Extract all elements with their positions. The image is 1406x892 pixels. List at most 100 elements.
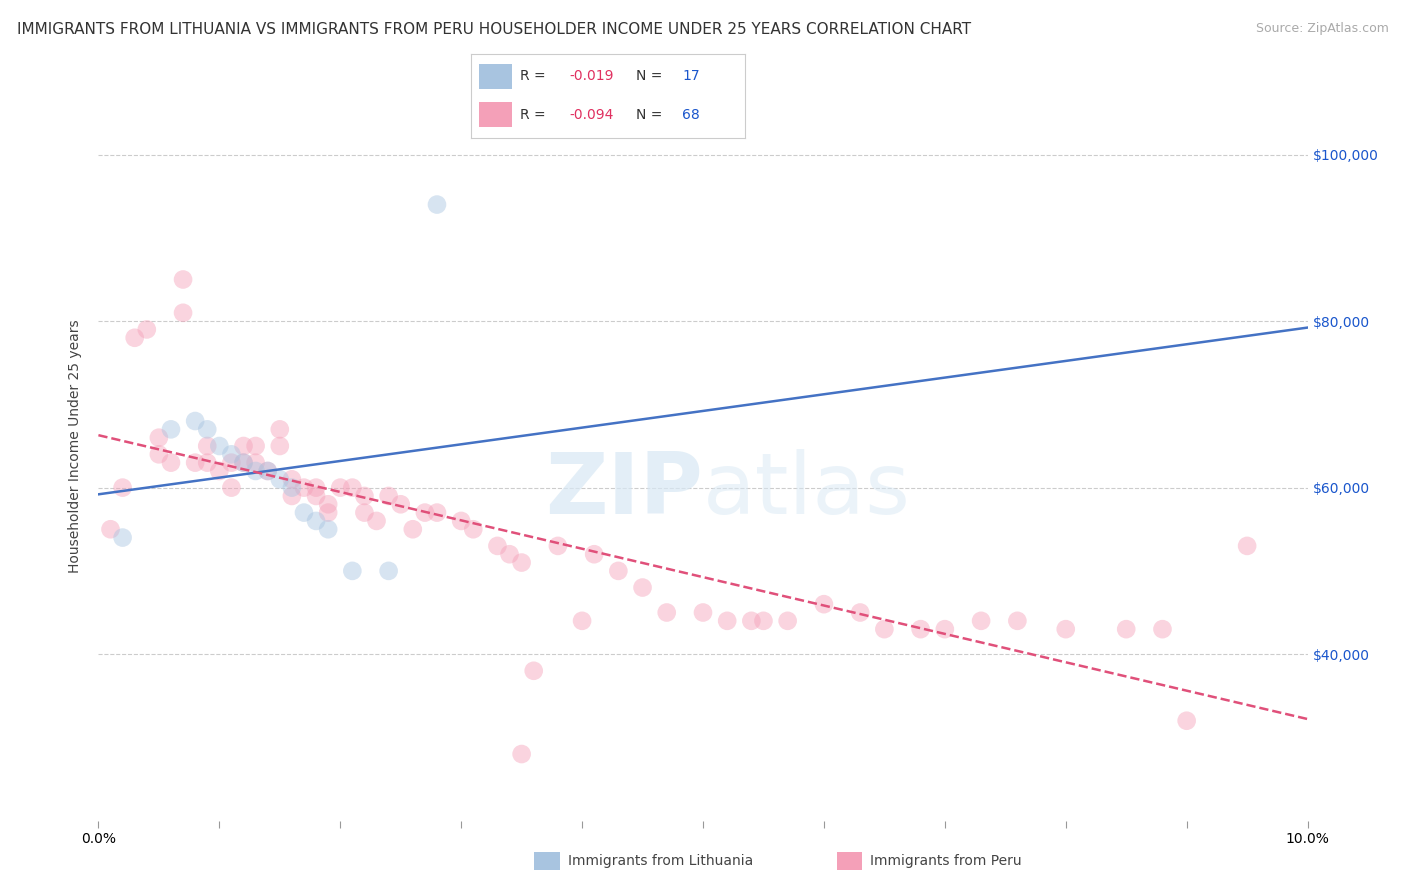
Point <box>316 522 339 536</box>
Point <box>269 472 291 486</box>
Point <box>426 506 449 520</box>
Point <box>1236 539 1258 553</box>
Point <box>195 456 218 470</box>
Point <box>1054 622 1077 636</box>
Point <box>281 489 304 503</box>
Text: 68: 68 <box>682 108 700 121</box>
Point <box>208 439 231 453</box>
Text: N =: N = <box>636 70 666 83</box>
Point <box>583 547 606 561</box>
Text: IMMIGRANTS FROM LITHUANIA VS IMMIGRANTS FROM PERU HOUSEHOLDER INCOME UNDER 25 YE: IMMIGRANTS FROM LITHUANIA VS IMMIGRANTS … <box>17 22 972 37</box>
Point <box>692 606 714 620</box>
Point <box>934 622 956 636</box>
Point <box>498 547 520 561</box>
Point <box>873 622 896 636</box>
Point <box>910 622 932 636</box>
Point <box>245 439 267 453</box>
Point <box>195 439 218 453</box>
Point <box>292 481 315 495</box>
Point <box>111 531 134 545</box>
Point <box>232 439 254 453</box>
Bar <box>479 63 512 89</box>
Point <box>716 614 738 628</box>
Point <box>256 464 278 478</box>
Text: 17: 17 <box>682 70 700 83</box>
Point <box>160 422 183 436</box>
Point <box>366 514 388 528</box>
Point <box>426 197 449 211</box>
Point <box>172 306 194 320</box>
Point <box>353 506 375 520</box>
Bar <box>479 102 512 128</box>
Point <box>752 614 775 628</box>
Point <box>100 522 122 536</box>
Point <box>221 481 243 495</box>
Point <box>486 539 509 553</box>
Point <box>510 747 533 761</box>
Point <box>342 564 364 578</box>
Point <box>329 481 352 495</box>
Point <box>316 506 339 520</box>
Point <box>111 481 134 495</box>
Point <box>547 539 569 553</box>
Point <box>184 414 207 428</box>
Text: Immigrants from Peru: Immigrants from Peru <box>870 854 1022 868</box>
Point <box>172 272 194 286</box>
Text: Source: ZipAtlas.com: Source: ZipAtlas.com <box>1256 22 1389 36</box>
Point <box>1007 614 1029 628</box>
Point <box>813 597 835 611</box>
Point <box>450 514 472 528</box>
Point <box>221 447 243 461</box>
Text: N =: N = <box>636 108 666 121</box>
Point <box>607 564 630 578</box>
Point <box>413 506 436 520</box>
Point <box>571 614 593 628</box>
Point <box>305 514 328 528</box>
Text: atlas: atlas <box>703 450 911 533</box>
Bar <box>837 852 862 870</box>
Point <box>849 606 872 620</box>
Bar <box>534 852 560 870</box>
Point <box>353 489 375 503</box>
Y-axis label: Householder Income Under 25 years: Householder Income Under 25 years <box>69 319 83 573</box>
Point <box>776 614 799 628</box>
Text: ZIP: ZIP <box>546 450 703 533</box>
Point <box>510 556 533 570</box>
Point <box>195 422 218 436</box>
Point <box>245 456 267 470</box>
Point <box>160 456 183 470</box>
Point <box>377 564 399 578</box>
Point <box>389 497 412 511</box>
Text: -0.019: -0.019 <box>569 70 614 83</box>
Point <box>377 489 399 503</box>
Point <box>135 322 157 336</box>
Point <box>1175 714 1198 728</box>
Text: Immigrants from Lithuania: Immigrants from Lithuania <box>568 854 754 868</box>
Point <box>124 331 146 345</box>
Point <box>281 481 304 495</box>
Point <box>269 422 291 436</box>
Point <box>631 581 654 595</box>
Point <box>523 664 546 678</box>
Point <box>970 614 993 628</box>
Text: -0.094: -0.094 <box>569 108 614 121</box>
Point <box>148 447 170 461</box>
Text: R =: R = <box>520 70 550 83</box>
Point <box>256 464 278 478</box>
Point <box>305 489 328 503</box>
Point <box>245 464 267 478</box>
Point <box>342 481 364 495</box>
Point <box>221 456 243 470</box>
Point <box>463 522 485 536</box>
Point <box>292 506 315 520</box>
Point <box>655 606 678 620</box>
Point <box>184 456 207 470</box>
Point <box>1115 622 1137 636</box>
Point <box>232 456 254 470</box>
Point <box>316 497 339 511</box>
Point <box>402 522 425 536</box>
Point <box>305 481 328 495</box>
Point <box>208 464 231 478</box>
Text: R =: R = <box>520 108 550 121</box>
Point <box>269 439 291 453</box>
